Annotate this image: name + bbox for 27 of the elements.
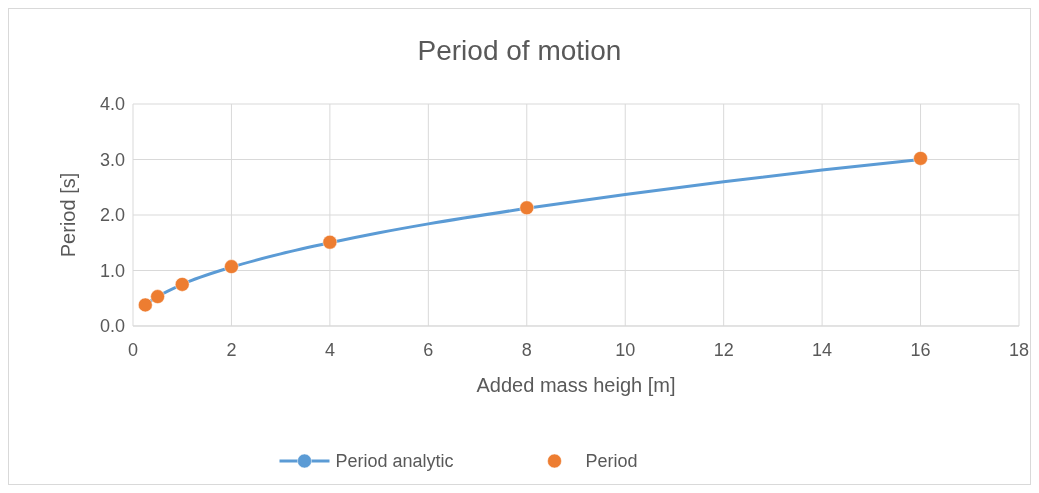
x-tick-label: 18	[1008, 340, 1030, 360]
point	[322, 234, 338, 250]
x-tick-label: 4	[324, 340, 335, 360]
x-tick-label: 16	[910, 340, 931, 360]
point	[519, 200, 535, 216]
y-tick-label: 4.0	[99, 94, 125, 114]
chart-title: Period of motion	[417, 35, 622, 66]
legend-label: Period	[585, 451, 638, 471]
point	[150, 289, 165, 304]
x-tick-label: 12	[713, 340, 734, 360]
point	[138, 297, 153, 313]
x-tick-label: 0	[127, 340, 139, 360]
x-axis-title: Added mass heigh [m]	[476, 374, 676, 396]
point	[224, 259, 239, 274]
y-tick-label: 2.0	[99, 205, 125, 225]
legend-label: Period analytic	[335, 451, 454, 471]
y-tick-label: 0.0	[99, 316, 125, 336]
point	[174, 277, 190, 292]
y-tick-label: 3.0	[99, 149, 125, 170]
x-tick-label: 8	[521, 340, 532, 360]
x-tick-label: 10	[615, 340, 636, 360]
x-tick-label: 14	[812, 340, 833, 360]
point	[913, 151, 928, 166]
x-tick-label: 2	[226, 340, 237, 360]
y-axis-title: Period [s]	[57, 172, 79, 258]
x-tick-label: 6	[423, 340, 434, 360]
y-tick-label: 1.0	[99, 260, 125, 281]
